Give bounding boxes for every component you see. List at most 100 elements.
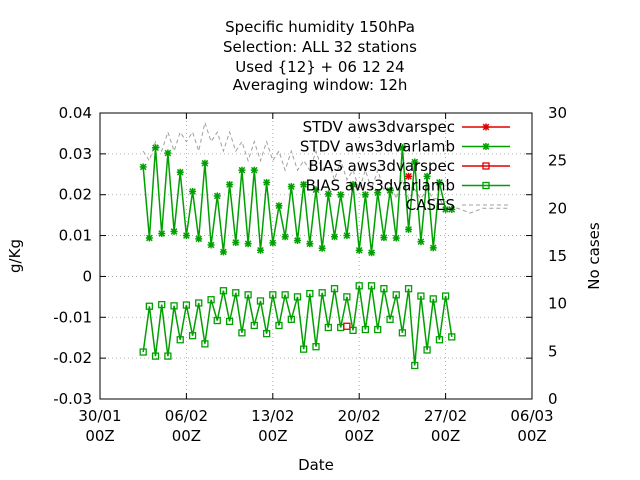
star-marker: [423, 172, 431, 180]
square-marker: [225, 317, 234, 326]
series-stdv-aws3dvarspec: [405, 172, 413, 180]
square-marker: [417, 292, 425, 300]
star-marker: [219, 248, 227, 256]
x-tick-label-hour: 00Z: [345, 427, 374, 445]
y-tick-label: -0.02: [53, 349, 92, 367]
star-marker: [312, 186, 320, 194]
legend-entry: STDV aws3dvarlamb: [300, 138, 510, 156]
y2-tick-label: 0: [548, 390, 558, 408]
legend-label: BIAS aws3dvarlamb: [306, 177, 455, 195]
star-marker: [386, 187, 394, 195]
square-marker: [275, 321, 283, 330]
x-tick-label-date: 06/03: [510, 407, 553, 425]
y-tick-label: 0.04: [59, 104, 92, 122]
x-tick-label-date: 27/02: [424, 407, 467, 425]
square-marker: [429, 295, 437, 303]
legend-label: CASES: [406, 196, 455, 214]
star-marker: [398, 144, 406, 152]
star-marker: [442, 205, 450, 213]
square-marker: [287, 315, 295, 323]
square-marker: [404, 285, 413, 293]
x-tick-label-date: 20/02: [338, 407, 381, 425]
square-marker: [281, 291, 289, 299]
star-marker: [435, 178, 443, 186]
star-marker: [226, 181, 234, 188]
star-marker: [201, 159, 209, 167]
square-marker: [188, 332, 197, 340]
square-marker: [207, 296, 215, 304]
square-marker: [374, 325, 382, 334]
star-marker: [411, 158, 419, 166]
square-marker: [392, 291, 400, 299]
square-marker: [176, 336, 184, 344]
y-tick-label: 0.02: [59, 186, 92, 204]
square-marker: [367, 282, 376, 290]
star-marker: [306, 240, 314, 248]
star-marker: [324, 190, 332, 198]
star-marker: [275, 202, 283, 210]
x-tick-label-hour: 00Z: [85, 427, 114, 445]
square-marker: [238, 329, 246, 337]
star-marker: [269, 239, 277, 247]
square-marker: [448, 333, 456, 341]
square-marker: [151, 352, 160, 360]
star-marker: [263, 178, 271, 186]
square-marker: [182, 301, 191, 309]
star-marker: [337, 191, 345, 199]
square-marker: [244, 291, 252, 299]
x-tick-label-date: 06/02: [165, 407, 208, 425]
star-marker: [300, 181, 308, 188]
square-marker: [361, 325, 370, 334]
legend-label: STDV aws3dvarspec: [303, 118, 455, 136]
square-marker: [349, 326, 357, 335]
star-marker: [244, 240, 252, 248]
square-marker: [250, 321, 258, 330]
star-marker: [250, 166, 258, 174]
chart-title: Specific humidity 150hPa Selection: ALL …: [223, 18, 417, 94]
square-marker: [164, 352, 172, 360]
star-marker: [448, 205, 456, 213]
square-marker: [435, 336, 444, 344]
star-marker: [139, 163, 147, 171]
star-marker: [318, 244, 326, 252]
y2-tick-label: 20: [548, 199, 567, 217]
y-tick-label: 0.03: [59, 145, 92, 163]
y2-tick-label: 25: [548, 152, 567, 170]
axes: -0.03 -0.02 -0.01 0 0.01 0.02 0.03 0.04 0 5 10 15 20…: [53, 104, 567, 445]
star-marker: [287, 183, 295, 191]
square-marker: [262, 329, 271, 338]
star-marker: [405, 225, 413, 233]
legend-entry: STDV aws3dvarspec: [303, 118, 510, 136]
star-marker: [238, 166, 246, 174]
star-marker: [158, 230, 166, 238]
star-marker: [429, 244, 437, 252]
star-marker: [368, 249, 376, 257]
legend-entry: BIAS aws3dvarspec: [308, 157, 510, 175]
plot-frame: [99, 112, 533, 400]
y-tick-label: 0: [82, 267, 92, 285]
series-layer: [139, 120, 508, 370]
square-marker: [423, 346, 431, 354]
star-marker: [392, 234, 400, 242]
square-marker: [269, 291, 277, 299]
x-tick-label-date: 30/01: [78, 407, 121, 425]
square-marker: [343, 322, 351, 330]
square-marker: [293, 293, 302, 301]
star-marker: [281, 233, 289, 241]
square-marker: [343, 293, 351, 301]
y2-axis-label: No cases: [585, 222, 603, 290]
star-marker: [232, 239, 240, 247]
star-marker: [145, 234, 153, 242]
square-marker: [201, 340, 209, 348]
star-marker: [164, 149, 172, 157]
title-line-2: Selection: ALL 32 stations: [223, 38, 417, 56]
y-tick-label: -0.01: [53, 308, 92, 326]
series-line: [142, 285, 453, 366]
square-marker: [170, 302, 178, 310]
x-tick-label-hour: 00Z: [431, 427, 460, 445]
star-marker: [343, 232, 351, 240]
y-tick-label: 0.01: [59, 227, 92, 245]
square-marker: [482, 162, 490, 170]
